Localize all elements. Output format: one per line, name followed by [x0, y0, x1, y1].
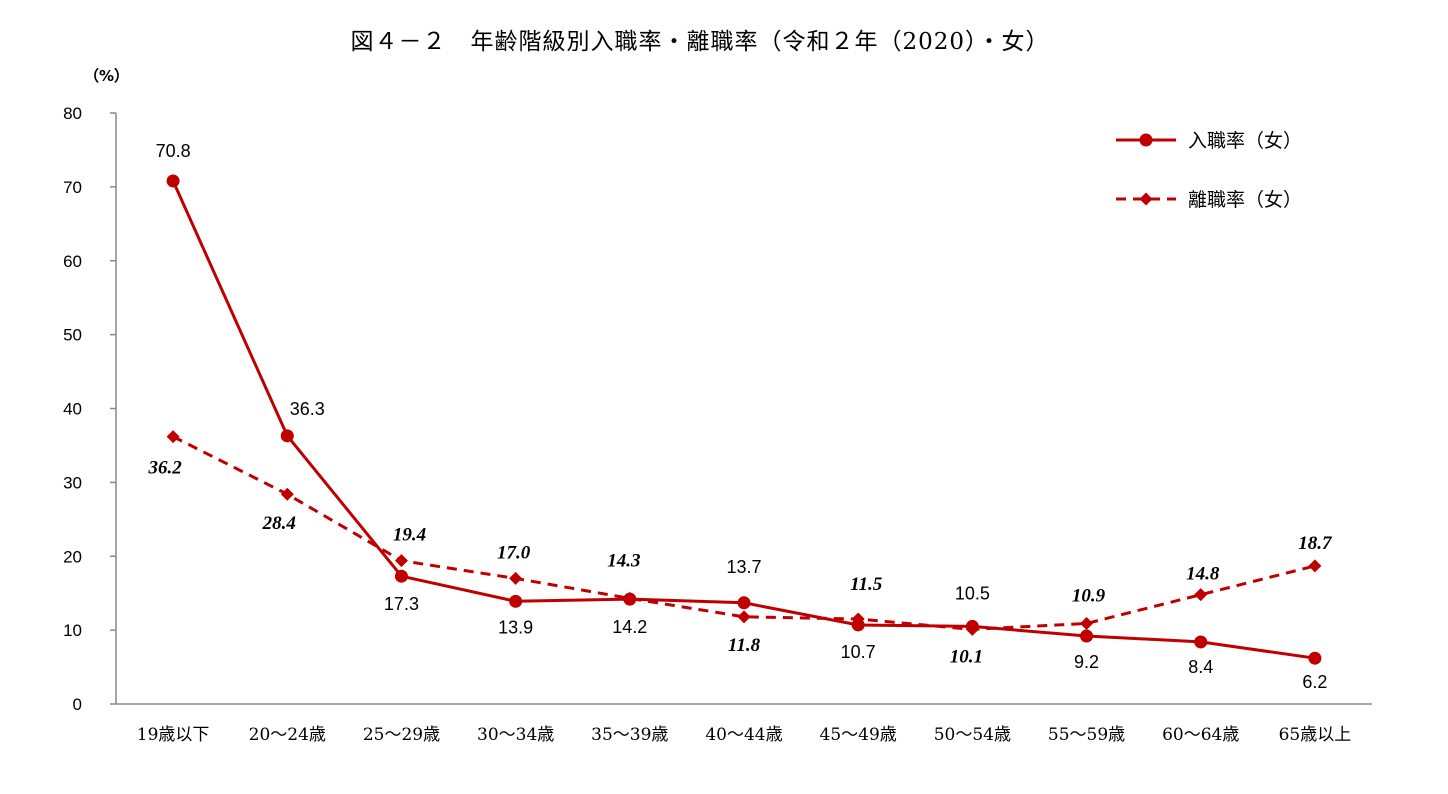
y-tick-label: 40 [63, 400, 82, 419]
series-line-hire [171, 180, 1316, 660]
y-tick-label: 30 [63, 473, 82, 492]
x-tick-label: 40～44歳 [705, 725, 782, 745]
data-label-hire: 36.3 [290, 399, 325, 419]
data-label-separation: 10.1 [950, 646, 983, 667]
data-point-separation [965, 622, 979, 636]
data-label-separation: 36.2 [147, 458, 182, 479]
data-point-separation [1194, 588, 1208, 602]
series-line-separation [172, 435, 1316, 631]
data-label-separation: 11.8 [728, 635, 761, 656]
data-point-hire [1194, 635, 1208, 649]
data-label-separation: 28.4 [262, 513, 296, 534]
data-label-separation: 19.4 [393, 525, 426, 546]
data-labels: 70.8 36.3 17.3 13.9 14.2 13.7 10.7 10.5 9.2 8.4 6.… [147, 141, 1333, 692]
data-label-separation: 11.5 [850, 574, 883, 595]
data-point-hire [737, 596, 751, 610]
data-label-hire: 13.7 [726, 557, 761, 577]
x-tick-label: 55～59歳 [1048, 725, 1125, 745]
data-label-separation: 18.7 [1298, 533, 1333, 554]
data-point-separation [166, 430, 180, 444]
chart-title: 図４－２ 年齢階級別入職率・離職率（令和２年（2020）・女） [350, 29, 1050, 55]
legend-marker-circle [1139, 133, 1153, 147]
x-tick-label: 35～39歳 [591, 725, 668, 745]
x-tick-label: 45～49歳 [820, 725, 897, 745]
data-label-hire: 6.2 [1302, 672, 1327, 692]
data-point-separation [851, 612, 865, 626]
markers [166, 174, 1322, 665]
x-ticks: 19歳以下 20～24歳 25～29歳 30～34歳 35～39歳 40～44歳 45～49… [137, 725, 1351, 745]
data-point-separation [1308, 559, 1322, 573]
data-label-separation: 14.8 [1186, 564, 1220, 585]
y-tick-label: 80 [63, 104, 82, 123]
data-point-hire [1308, 651, 1322, 665]
data-label-hire: 10.5 [955, 583, 990, 603]
data-point-separation [737, 610, 751, 624]
data-label-hire: 13.9 [498, 617, 533, 637]
data-label-hire: 70.8 [156, 141, 191, 161]
y-tick-label: 20 [63, 547, 82, 566]
data-point-separation [1080, 616, 1094, 630]
data-point-hire [394, 569, 408, 583]
x-tick-label: 60～64歳 [1162, 725, 1239, 745]
legend-marker-diamond [1139, 192, 1153, 206]
data-label-hire: 10.7 [841, 642, 876, 662]
series-lines [171, 180, 1316, 660]
legend: 入職率（女） 離職率（女） [1116, 130, 1302, 211]
data-label-hire: 17.3 [384, 594, 419, 614]
x-tick-label: 50～54歳 [934, 725, 1011, 745]
x-tick-label: 30～34歳 [477, 725, 554, 745]
data-label-separation: 14.3 [607, 550, 640, 571]
data-label-separation: 17.0 [497, 542, 531, 563]
data-point-separation [280, 487, 294, 501]
y-tick-label: 70 [63, 178, 82, 197]
y-axis-unit: （%） [84, 67, 129, 85]
data-point-separation [394, 554, 408, 568]
legend-label: 入職率（女） [1188, 130, 1302, 152]
data-label-hire: 14.2 [612, 617, 647, 637]
y-tick-label: 60 [63, 252, 82, 271]
data-point-separation [509, 571, 523, 585]
data-point-hire [280, 429, 294, 443]
x-tick-label: 25～29歳 [363, 725, 440, 745]
y-tick-label: 50 [63, 326, 82, 345]
data-point-hire [166, 174, 180, 188]
data-label-separation: 10.9 [1072, 585, 1106, 606]
x-tick-label: 65歳以上 [1279, 725, 1352, 745]
data-label-hire: 9.2 [1074, 652, 1099, 672]
y-ticks: 0 10 20 30 40 50 60 70 80 [63, 104, 116, 714]
data-label-hire: 8.4 [1188, 657, 1213, 677]
data-point-hire [509, 594, 523, 608]
data-point-hire [1080, 629, 1094, 643]
legend-label: 離職率（女） [1188, 189, 1302, 211]
data-point-separation [623, 591, 637, 605]
y-tick-label: 0 [73, 695, 82, 714]
y-tick-label: 10 [63, 621, 82, 640]
x-tick-label: 20～24歳 [249, 725, 326, 745]
x-tick-label: 19歳以下 [137, 725, 210, 745]
